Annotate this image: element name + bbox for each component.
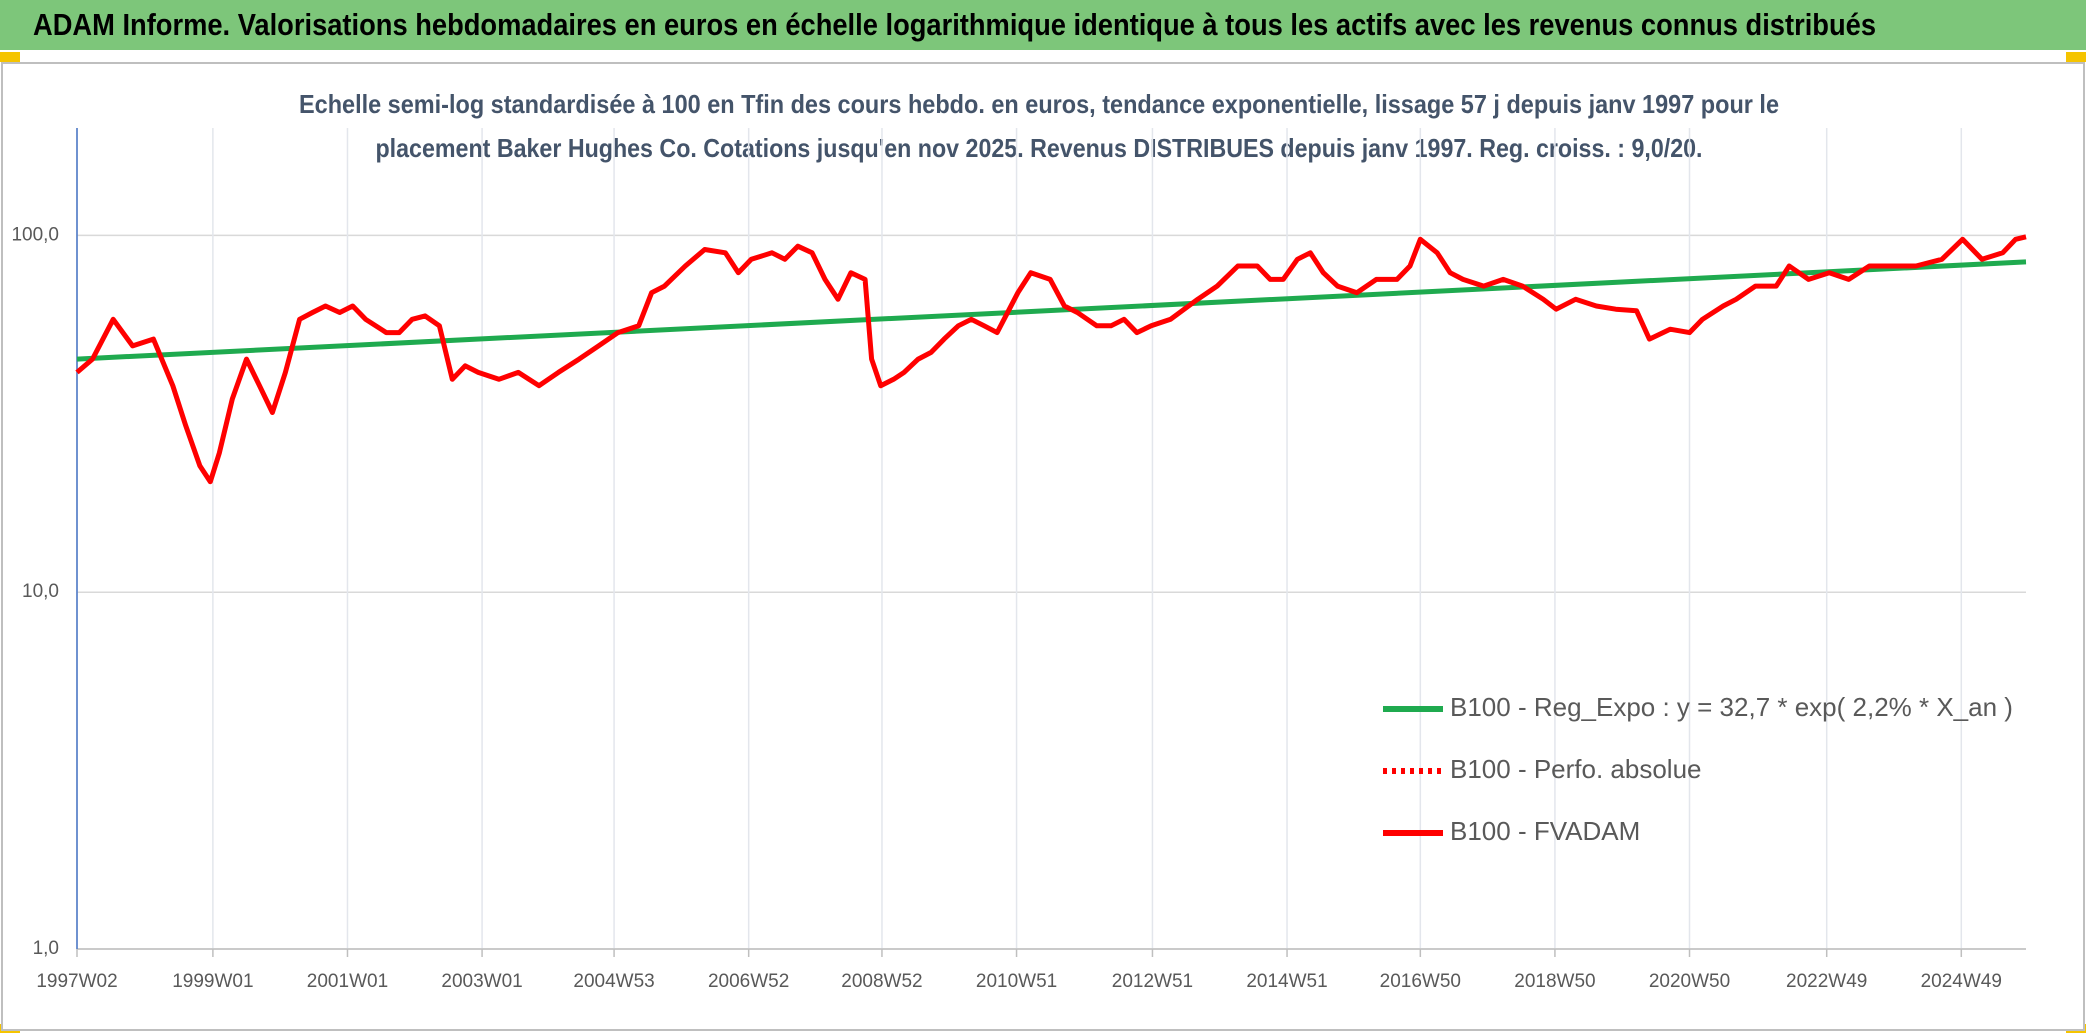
- y-tick-label: 1,0: [33, 938, 59, 959]
- series-line: [76, 259, 2027, 362]
- x-tick-label: 2018W50: [1514, 971, 1595, 992]
- series-line: [75, 234, 2027, 485]
- legend-label: B100 - Reg_Expo : y = 32,7 * exp( 2,2% *…: [1450, 692, 2013, 722]
- chart-subtitle: placement Baker Hughes Co. Cotations jus…: [376, 133, 1703, 163]
- x-tick-label: 2020W50: [1649, 971, 1730, 992]
- x-tick-label: 2010W51: [976, 971, 1057, 992]
- x-tick-label: 1997W02: [36, 971, 117, 992]
- x-tick-label: 2001W01: [307, 971, 388, 992]
- x-tick-label: 2004W53: [573, 971, 654, 992]
- x-tick-label: 1999W01: [172, 971, 253, 992]
- x-tick-label: 2008W52: [841, 971, 922, 992]
- y-tick-label: 100,0: [11, 224, 59, 245]
- chart-subtitle: Echelle semi-log standardisée à 100 en T…: [299, 89, 1779, 119]
- corner: [2066, 52, 2086, 62]
- header-bar: [0, 0, 2086, 50]
- legend-label: B100 - FVADAM: [1450, 816, 1640, 846]
- legend-label: B100 - Perfo. absolue: [1450, 754, 1702, 784]
- x-tick-label: 2003W01: [441, 971, 522, 992]
- x-tick-label: 2014W51: [1246, 971, 1327, 992]
- x-tick-label: 2024W49: [1921, 971, 2002, 992]
- x-tick-label: 2012W51: [1112, 971, 1193, 992]
- y-tick-label: 10,0: [22, 581, 59, 602]
- corner: [0, 52, 20, 62]
- chart-frame: [1, 62, 2085, 1031]
- x-tick-label: 2022W49: [1786, 971, 1867, 992]
- x-tick-label: 2006W52: [708, 971, 789, 992]
- x-tick-label: 2016W50: [1380, 971, 1461, 992]
- header-title: ADAM Informe. Valorisations hebdomadaire…: [33, 7, 1876, 42]
